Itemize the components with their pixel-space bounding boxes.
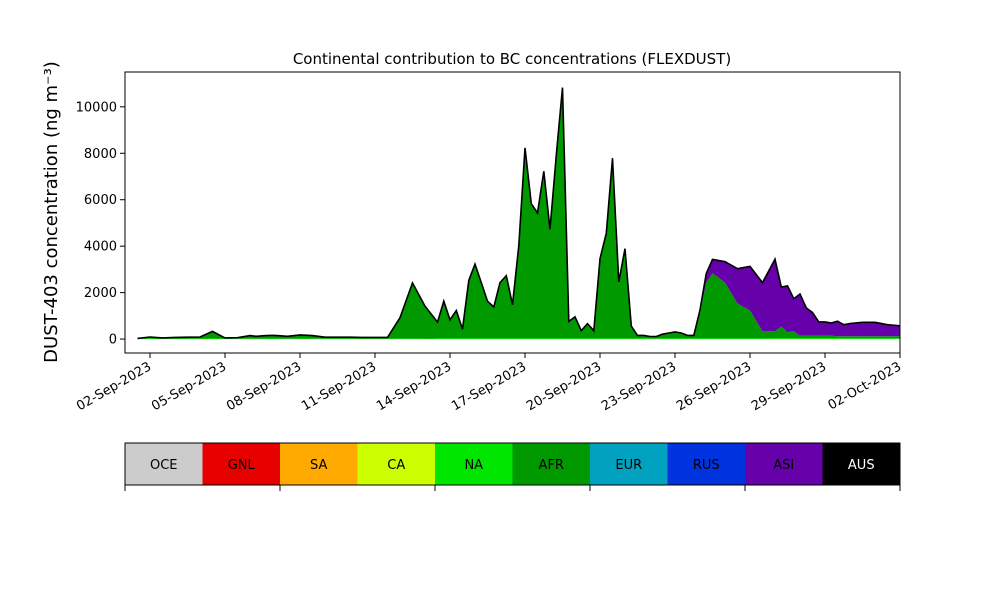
x-tick-label: 29-Sep-2023 <box>749 359 829 414</box>
x-axis: 02-Sep-202305-Sep-202308-Sep-202311-Sep-… <box>74 353 904 414</box>
legend-swatch-ca <box>357 443 435 485</box>
legend-frame <box>124 442 901 486</box>
legend-swatch-afr <box>512 443 590 485</box>
legend-swatch-aus <box>822 443 900 485</box>
stacked-areas <box>137 87 900 340</box>
area-asi <box>137 87 900 339</box>
legend-swatch-asi <box>745 443 823 485</box>
x-tick-label: 26-Sep-2023 <box>674 359 754 414</box>
legend-label: CA <box>387 458 405 473</box>
chart-title: Continental contribution to BC concentra… <box>293 50 731 68</box>
y-tick-label: 0 <box>109 333 117 348</box>
y-axis-label: DUST-403 concentration (ng m⁻³) <box>41 61 62 363</box>
x-tick-label: 17-Sep-2023 <box>449 359 529 414</box>
y-tick-label: 4000 <box>84 240 117 255</box>
total-line <box>137 87 901 340</box>
x-tick-label: 14-Sep-2023 <box>374 359 454 414</box>
legend-colorbar: OCE GNL SA CA NA AFR EUR RUS ASI AUS <box>124 442 901 491</box>
area-na <box>137 338 900 340</box>
legend-label: EUR <box>615 458 642 473</box>
x-tick-label: 23-Sep-2023 <box>599 359 679 414</box>
legend-swatch-sa <box>280 443 358 485</box>
x-tick-label: 11-Sep-2023 <box>299 359 379 414</box>
y-tick-label: 8000 <box>84 147 117 162</box>
y-tick-label: 6000 <box>84 193 117 208</box>
legend-swatch-na <box>435 443 513 485</box>
legend-label: NA <box>464 458 483 473</box>
x-tick-label: 05-Sep-2023 <box>149 359 229 414</box>
plot-frame <box>124 71 901 354</box>
legend-label: ASI <box>773 458 794 473</box>
legend-swatch-gnl <box>202 443 280 485</box>
y-tick-label: 10000 <box>76 100 117 115</box>
x-tick-label: 20-Sep-2023 <box>524 359 604 414</box>
legend-label: AUS <box>848 458 875 473</box>
x-tick-label: 02-Oct-2023 <box>826 359 904 413</box>
legend-label: OCE <box>150 458 178 473</box>
y-axis: 0 2000 4000 6000 8000 10000 <box>76 100 125 348</box>
legend-label: RUS <box>693 458 720 473</box>
legend-label: AFR <box>539 458 564 473</box>
area-afr <box>137 92 900 339</box>
x-tick-label: 02-Sep-2023 <box>74 359 154 414</box>
y-tick-label: 2000 <box>84 286 117 301</box>
legend-label: GNL <box>228 458 256 473</box>
legend-label: SA <box>310 458 327 473</box>
legend-swatch-eur <box>590 443 668 485</box>
legend-swatch-oce <box>125 443 203 485</box>
x-tick-label: 08-Sep-2023 <box>224 359 304 414</box>
legend-swatch-rus <box>667 443 745 485</box>
